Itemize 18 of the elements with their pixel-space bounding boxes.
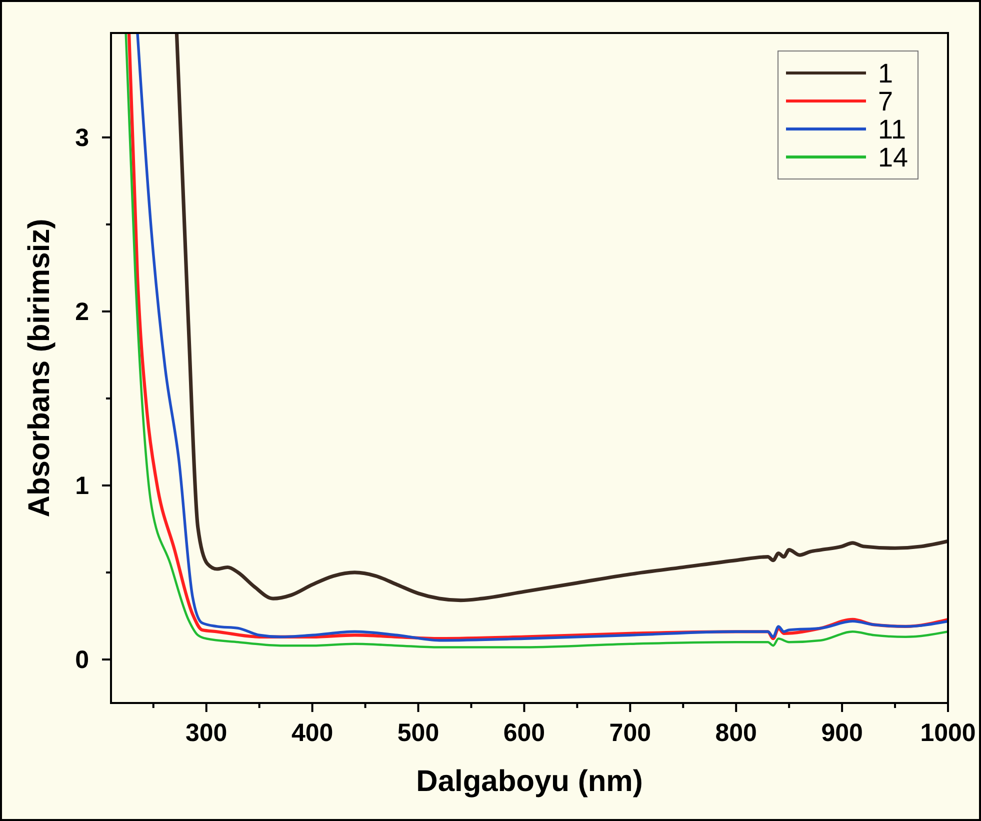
x-axis-title: Dalgaboyu (nm): [416, 765, 643, 798]
y-axis-title: Absorbans (birimsiz): [23, 218, 56, 518]
x-tick-label: 800: [715, 719, 757, 747]
x-tick-label: 500: [397, 719, 440, 747]
x-tick-label: 900: [821, 719, 863, 747]
legend-label: 7: [878, 86, 894, 116]
x-tick-label: 400: [291, 719, 334, 747]
legend-label: 11: [878, 114, 906, 144]
x-tick-label: 700: [609, 719, 652, 747]
legend-label: 14: [878, 142, 908, 172]
y-tick-label: 1: [75, 472, 90, 500]
x-tick-label: 1000: [920, 719, 976, 747]
x-tick-label: 600: [503, 719, 546, 747]
y-tick-label: 0: [75, 646, 89, 674]
x-tick-label: 300: [185, 719, 228, 747]
legend-label: 1: [878, 58, 894, 88]
y-tick-label: 2: [75, 298, 89, 326]
y-tick-label: 3: [75, 124, 89, 152]
